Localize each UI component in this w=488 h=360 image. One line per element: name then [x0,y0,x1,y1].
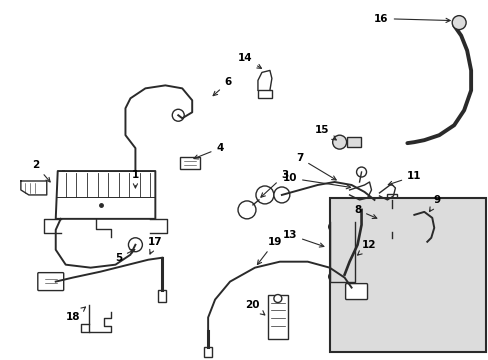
Text: 18: 18 [65,307,85,323]
Circle shape [328,273,336,280]
Text: 6: 6 [213,77,231,96]
Circle shape [328,223,336,231]
Circle shape [332,135,346,149]
Text: 10: 10 [282,173,350,189]
Circle shape [356,167,366,177]
Text: 11: 11 [387,171,421,185]
Text: 13: 13 [282,230,323,247]
Circle shape [238,201,255,219]
Text: 15: 15 [314,125,336,140]
Bar [346,137,360,147]
Circle shape [356,205,366,215]
Text: 19: 19 [257,237,282,265]
Text: 14: 14 [237,54,261,68]
FancyBboxPatch shape [345,284,367,300]
Bar [158,289,166,302]
Circle shape [408,210,419,220]
Text: 9: 9 [428,195,440,212]
Text: 17: 17 [148,237,163,254]
Circle shape [451,15,465,30]
Text: 4: 4 [194,143,224,159]
FancyBboxPatch shape [38,273,63,291]
Text: 1: 1 [132,170,139,188]
Circle shape [128,238,142,252]
Bar [329,198,485,352]
Bar [180,157,200,169]
Text: 20: 20 [244,300,264,315]
Circle shape [172,109,184,121]
Text: 2: 2 [32,160,50,182]
Bar [258,90,271,98]
Text: 8: 8 [353,205,376,219]
Circle shape [273,294,281,302]
Circle shape [273,187,289,203]
Text: 16: 16 [373,14,449,24]
Text: 7: 7 [296,153,335,180]
Circle shape [255,186,273,204]
Text: 12: 12 [357,240,376,255]
Text: 5: 5 [115,249,135,263]
Bar [203,347,212,357]
Circle shape [339,270,349,280]
Text: 3: 3 [261,170,288,197]
Bar [267,294,287,339]
Bar [386,194,397,200]
Bar [384,208,400,232]
